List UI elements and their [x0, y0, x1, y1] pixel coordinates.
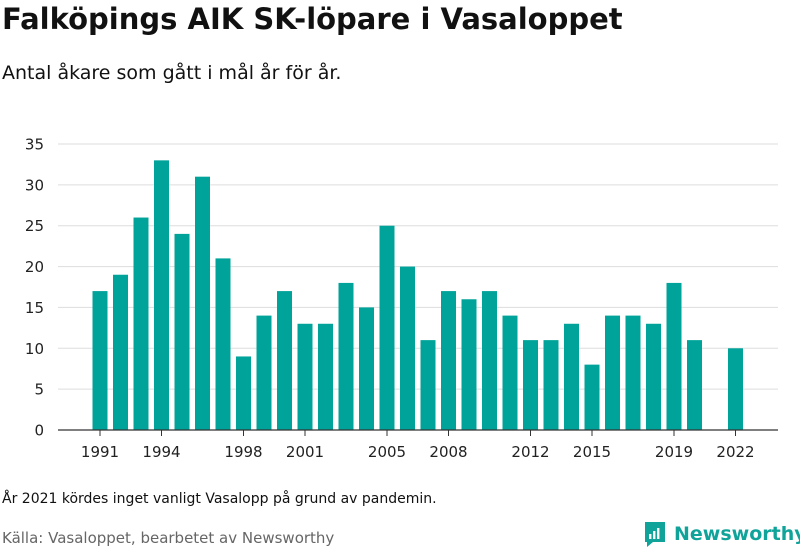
x-tick-label: 1991 — [81, 443, 119, 461]
x-tick-label: 2005 — [368, 443, 406, 461]
bar-chart: 0 5 10 15 20 25 30 35 1991 1994 1998 2001 2005 2008 2… — [25, 136, 778, 461]
y-tick-label: 20 — [25, 258, 44, 276]
y-tick-label: 30 — [25, 176, 44, 194]
bar-2018 — [646, 323, 661, 430]
y-tick-label: 25 — [25, 217, 44, 235]
bar-1997 — [215, 258, 231, 430]
y-tick-label: 0 — [34, 422, 44, 440]
bar-2002 — [318, 323, 333, 430]
bar-2020 — [687, 340, 702, 430]
bar-2013 — [543, 340, 559, 430]
bar-2003 — [338, 282, 354, 430]
bar-1999 — [256, 315, 272, 430]
bar-2017 — [625, 315, 641, 430]
bar-1993 — [133, 217, 149, 430]
y-tick-label: 5 — [34, 381, 44, 399]
bar-1998 — [236, 356, 251, 430]
bar-2012 — [523, 340, 538, 430]
bar-1991 — [92, 291, 108, 430]
chart-subtitle: Antal åkare som gått i mål år för år. — [2, 62, 342, 84]
bars — [92, 160, 743, 431]
x-tick-label: 2015 — [573, 443, 611, 461]
x-axis-ticks: 1991 1994 1998 2001 2005 2008 2012 2015 2019 2022 — [81, 430, 755, 461]
footnote: År 2021 kördes inget vanligt Vasalopp på… — [2, 491, 437, 507]
x-tick-label: 2012 — [511, 443, 549, 461]
bar-2022 — [728, 348, 743, 430]
source-text: Källa: Vasaloppet, bearbetet av Newswort… — [2, 529, 335, 547]
bar-2008 — [441, 291, 456, 430]
bar-2006 — [400, 266, 415, 430]
bar-2015 — [584, 364, 600, 430]
bar-2000 — [277, 291, 292, 430]
brand: Newsworthy — [643, 519, 800, 549]
bar-1994 — [154, 160, 169, 431]
chart-title: Falköpings AIK SK-löpare i Vasaloppet — [2, 2, 623, 36]
bar-2019 — [666, 282, 682, 430]
x-tick-label: 2022 — [716, 443, 754, 461]
newsworthy-logo-icon — [645, 522, 665, 547]
x-tick-label: 1998 — [224, 443, 262, 461]
bar-2001 — [297, 323, 313, 430]
y-tick-label: 35 — [25, 136, 44, 154]
bar-2014 — [564, 323, 579, 430]
bar-2005 — [379, 225, 395, 430]
brand-name: Newsworthy — [674, 523, 800, 545]
bar-2016 — [605, 315, 620, 430]
bar-1992 — [113, 274, 128, 430]
y-tick-label: 15 — [25, 299, 44, 317]
x-tick-label: 2001 — [286, 443, 324, 461]
bar-2011 — [502, 315, 518, 430]
y-axis-ticks: 0 5 10 15 20 25 30 35 — [25, 136, 44, 440]
x-tick-label: 2008 — [429, 443, 467, 461]
bar-1996 — [195, 176, 210, 430]
y-tick-label: 10 — [25, 340, 44, 358]
bar-2004 — [359, 307, 374, 430]
bar-2009 — [461, 299, 477, 430]
bar-2010 — [482, 291, 497, 430]
x-tick-label: 1994 — [142, 443, 180, 461]
x-tick-label: 2019 — [655, 443, 693, 461]
bar-1995 — [174, 233, 190, 430]
bar-2007 — [420, 340, 436, 430]
